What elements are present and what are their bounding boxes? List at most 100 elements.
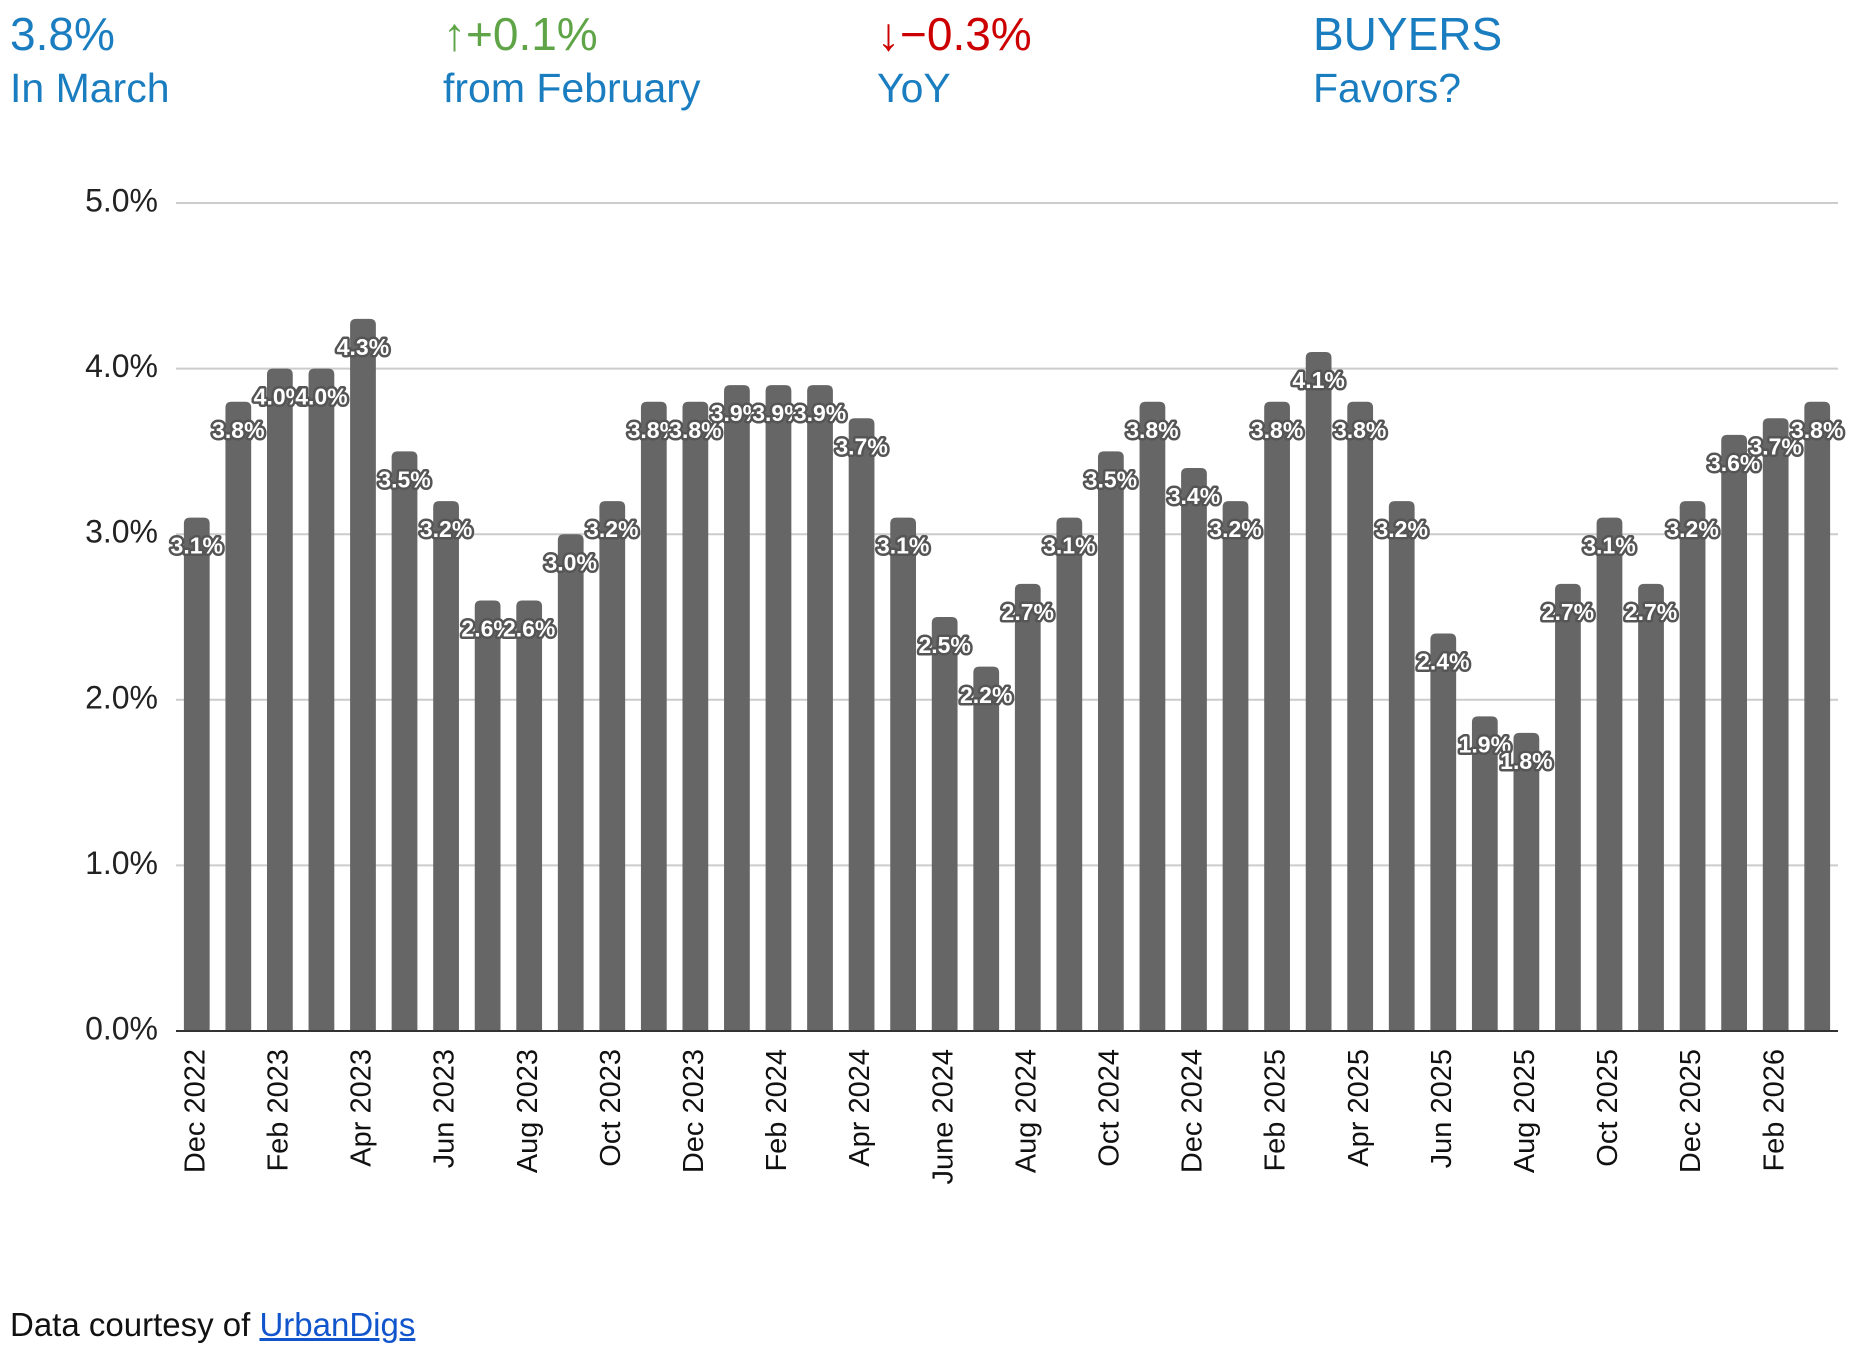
- value-label: 3.1%: [171, 533, 223, 559]
- value-label: 2.7%: [1625, 599, 1677, 625]
- bar: [308, 368, 335, 1032]
- value-label: 3.0%: [545, 549, 597, 575]
- bar: [599, 501, 626, 1032]
- x-tick-label: Feb 2024: [761, 1049, 793, 1172]
- bar: [474, 600, 501, 1031]
- bar: [1347, 401, 1374, 1032]
- kpi: ↓−0.3% YoY: [877, 8, 1032, 116]
- value-label: 3.8%: [669, 417, 721, 443]
- bar: [1181, 467, 1207, 1032]
- bars: [183, 318, 1831, 1032]
- value-label: 4.3%: [337, 334, 389, 360]
- x-tick-label: June 2024: [927, 1049, 959, 1184]
- bar: [640, 401, 667, 1032]
- value-label: 3.2%: [1666, 516, 1718, 542]
- value-label: 3.4%: [1168, 483, 1220, 509]
- y-tick-label: 5.0%: [85, 182, 158, 218]
- x-tick-label: Aug 2025: [1509, 1049, 1541, 1173]
- x-tick-label: Apr 2025: [1343, 1049, 1375, 1167]
- y-tick-label: 4.0%: [85, 348, 158, 384]
- bar: [557, 534, 584, 1031]
- value-label: 1.8%: [1500, 748, 1552, 774]
- x-tick-label: Jun 2025: [1426, 1049, 1458, 1168]
- y-tick-label: 3.0%: [85, 514, 158, 550]
- x-tick-label: Feb 2026: [1758, 1049, 1790, 1172]
- bar: [765, 385, 792, 1031]
- x-tick-label: Dec 2025: [1675, 1049, 1707, 1173]
- value-labels: 3.1% 3.8% 4.0%4.0% 4.3% 3.5% 3.2% 2.6%2.6% 3.0%…: [168, 331, 1846, 776]
- y-tick-label: 1.0%: [85, 845, 158, 881]
- bar: [516, 600, 543, 1031]
- bar: [266, 368, 293, 1032]
- bar: [1555, 583, 1581, 1031]
- bar: [1388, 501, 1415, 1032]
- kpi-value: ↓−0.3%: [877, 8, 1032, 60]
- x-tick-label: Jun 2023: [429, 1049, 461, 1168]
- bar: [225, 401, 252, 1032]
- value-label: 2.6%: [503, 616, 555, 642]
- bar: [1305, 352, 1332, 1031]
- kpi-row: 3.8% In March ↑+0.1% from February ↓−0.3% YoY…: [0, 8, 1860, 118]
- kpi-label: YoY: [877, 65, 951, 111]
- bar: [1762, 418, 1789, 1031]
- value-label: 3.2%: [1376, 516, 1428, 542]
- value-label: 2.6%: [461, 616, 513, 642]
- value-label: 4.1%: [1292, 367, 1344, 393]
- value-label: 2.7%: [1542, 599, 1594, 625]
- value-label: 2.5%: [918, 632, 970, 658]
- value-label: 3.2%: [1209, 516, 1261, 542]
- bar: [931, 617, 958, 1031]
- value-label: 3.8%: [1334, 417, 1386, 443]
- value-label: 3.8%: [628, 417, 680, 443]
- value-label: 3.1%: [1043, 533, 1095, 559]
- value-label: 2.4%: [1417, 649, 1469, 675]
- chart: 0.0%1.0%2.0%3.0%4.0%5.0%3.1%3.8%4.0%4.0%…: [85, 182, 1846, 1184]
- footer-text: Data courtesy of: [10, 1306, 251, 1343]
- value-label: 3.1%: [877, 533, 929, 559]
- kpi-label: In March: [10, 65, 170, 111]
- x-tick-label: Apr 2023: [346, 1049, 378, 1167]
- kpi: BUYERS Favors?: [1313, 8, 1502, 116]
- value-label: 3.8%: [1126, 417, 1178, 443]
- value-label: 3.7%: [835, 433, 887, 459]
- bar: [973, 666, 1000, 1031]
- bar: [1513, 732, 1540, 1031]
- bar: [1222, 501, 1249, 1032]
- kpi-label: from February: [443, 65, 701, 111]
- bar: [807, 385, 833, 1031]
- value-label: 4.0%: [295, 384, 347, 410]
- value-label: 3.5%: [378, 466, 430, 492]
- bar: [1596, 517, 1623, 1031]
- bar: [1804, 401, 1831, 1032]
- kpi: 3.8% In March: [10, 8, 170, 116]
- bar: [1139, 401, 1166, 1032]
- bar: [1056, 517, 1083, 1031]
- value-label: 3.2%: [586, 516, 638, 542]
- value-label: 3.8%: [1791, 417, 1843, 443]
- bar: [682, 401, 709, 1032]
- bar: [1264, 401, 1290, 1032]
- x-tick-label: Oct 2025: [1592, 1049, 1624, 1167]
- bar: [1471, 716, 1498, 1031]
- value-label: 3.6%: [1708, 450, 1760, 476]
- bar: [1721, 434, 1748, 1032]
- kpi-label: Favors?: [1313, 65, 1462, 111]
- bar: [350, 318, 376, 1031]
- value-label: 3.9%: [752, 400, 804, 426]
- bar: [890, 517, 917, 1031]
- bar: [183, 517, 210, 1031]
- x-tick-label: Dec 2022: [179, 1049, 211, 1173]
- kpi-value: ↑+0.1%: [443, 8, 598, 60]
- x-tick-label: Oct 2024: [1094, 1049, 1126, 1167]
- bar: [433, 501, 459, 1032]
- x-tick-label: Oct 2023: [595, 1049, 627, 1167]
- bar: [1638, 583, 1664, 1031]
- footer: Data courtesy of UrbanDigs: [10, 1306, 415, 1344]
- value-label: 2.7%: [1002, 599, 1054, 625]
- value-label: 3.5%: [1085, 466, 1137, 492]
- x-tick-label: Dec 2023: [678, 1049, 710, 1173]
- source-link[interactable]: UrbanDigs: [259, 1306, 416, 1343]
- x-tick-label: Apr 2024: [844, 1049, 876, 1167]
- value-label: 3.9%: [794, 400, 846, 426]
